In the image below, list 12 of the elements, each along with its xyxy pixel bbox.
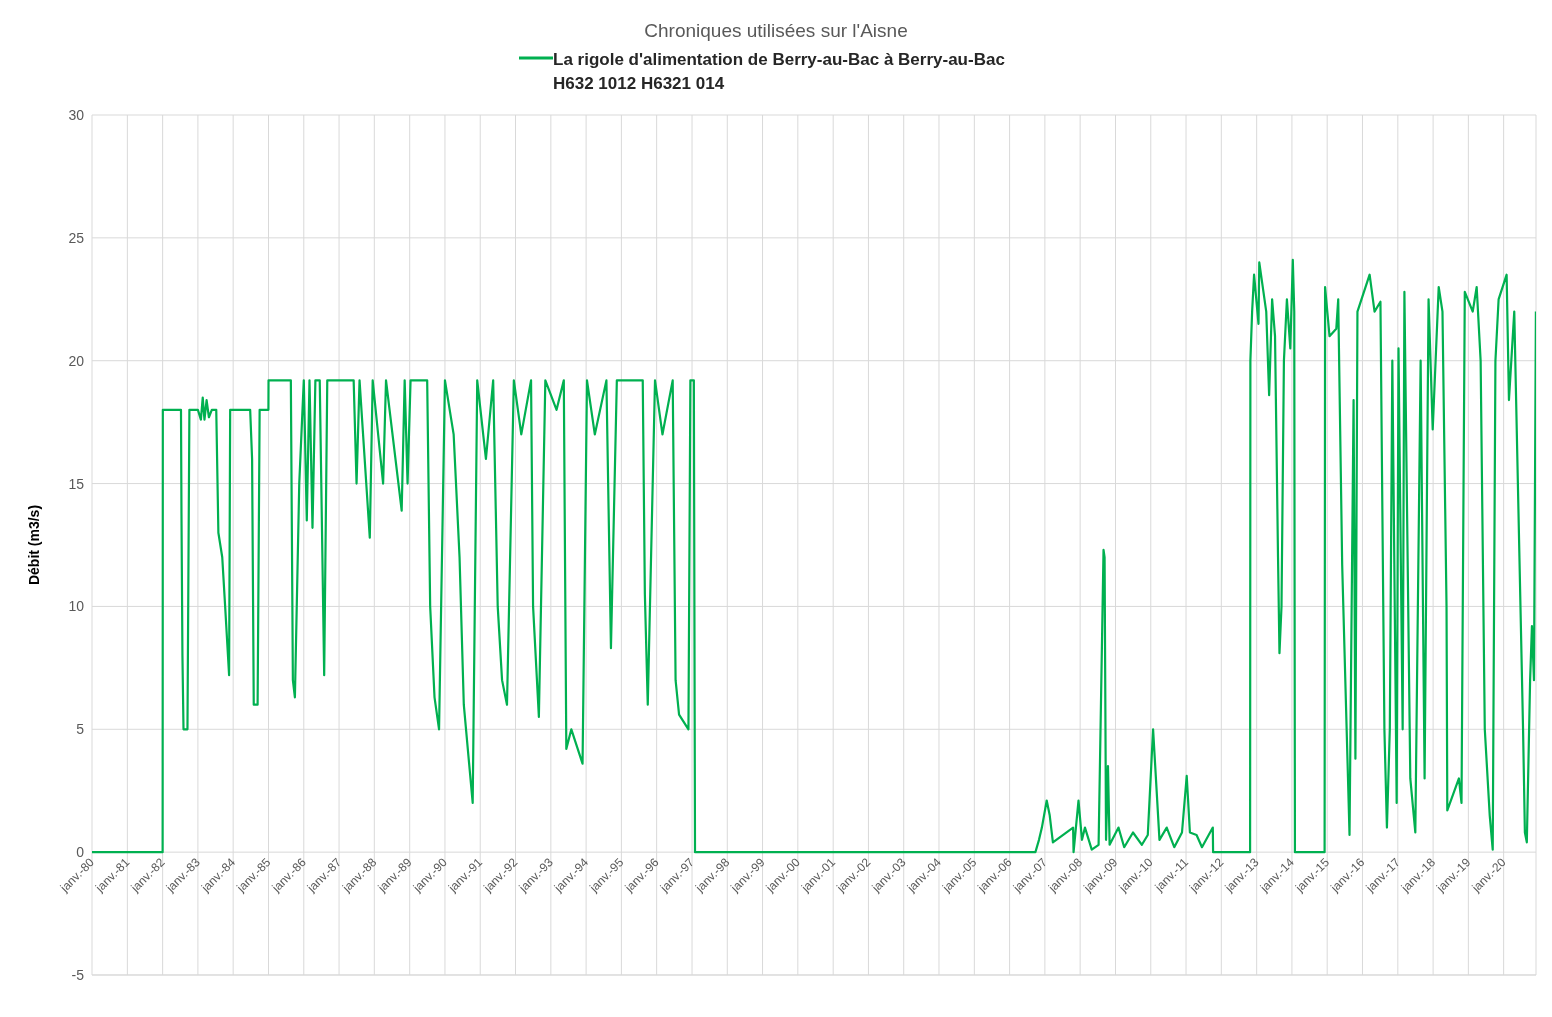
y-tick-label: 20 (68, 352, 85, 369)
y-tick-label: 25 (68, 229, 85, 246)
line-series (92, 258, 1536, 854)
y-tick-label: 5 (76, 721, 85, 738)
y-tick-label: 10 (68, 598, 85, 615)
y-tick-label: -5 (71, 966, 85, 983)
y-axis-title: Débit (m3/s) (25, 504, 42, 586)
y-tick-label: 30 (68, 106, 85, 123)
legend-label: La rigole d'alimentation de Berry-au-Bac à Berry-au-Bac H632 1012 H6321 014 (553, 49, 1006, 95)
y-tick-label: 15 (68, 475, 85, 492)
y-tick-label: 0 (76, 844, 85, 861)
chart-title: Chroniques utilisées sur l'Aisne (643, 20, 909, 42)
